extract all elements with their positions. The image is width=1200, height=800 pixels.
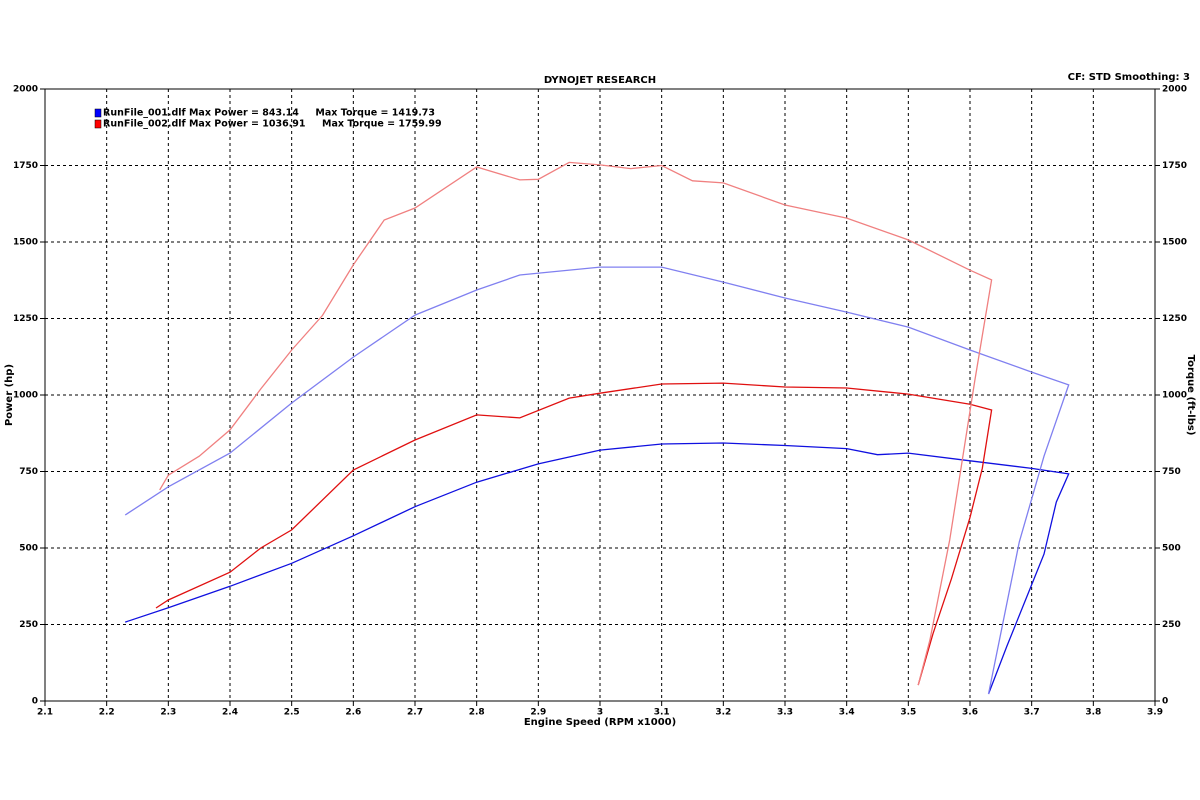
x-tick-label: 3.5	[900, 708, 916, 718]
y2-tick-label: 0	[1162, 697, 1168, 707]
legend-swatch	[94, 119, 102, 129]
x-tick-label: 3	[597, 708, 603, 718]
y-tick-label: 750	[19, 467, 38, 477]
x-tick-label: 3.2	[715, 708, 731, 718]
y2-tick-label: 1250	[1162, 314, 1187, 324]
x-tick-label: 3.1	[654, 708, 670, 718]
legend-text: RunFile_002.dlf Max Power = 1036.91 Max …	[103, 119, 442, 130]
settings-text: CF: STD Smoothing: 3	[1068, 72, 1190, 83]
x-tick-label: 3.8	[1085, 708, 1101, 718]
x-tick-label: 2.5	[284, 708, 300, 718]
y-tick-label: 1250	[13, 314, 38, 324]
y-tick-label: 2000	[13, 85, 38, 95]
x-tick-label: 2.7	[407, 708, 423, 718]
x-tick-label: 2.3	[160, 708, 176, 718]
plot-frame	[44, 88, 1156, 702]
y-tick-label: 1000	[13, 391, 38, 401]
y-tick-label: 1750	[13, 161, 38, 171]
y-axis-label: Power (hp)	[4, 364, 15, 426]
x-tick-label: 3.6	[962, 708, 978, 718]
y-tick-label: 250	[19, 620, 38, 630]
x-axis-label: Engine Speed (RPM x1000)	[524, 717, 676, 728]
y2-axis-label: Torque (ft-lbs)	[1185, 355, 1196, 436]
y-tick-label: 500	[19, 544, 38, 554]
y2-tick-label: 1000	[1162, 391, 1187, 401]
legend-text: RunFile_001.dlf Max Power = 843.14 Max T…	[103, 108, 435, 119]
x-tick-label: 3.4	[839, 708, 855, 718]
y2-tick-label: 500	[1162, 544, 1181, 554]
y2-tick-label: 250	[1162, 620, 1181, 630]
x-tick-label: 2.4	[222, 708, 238, 718]
y-tick-label: 0	[32, 697, 38, 707]
legend-swatch	[94, 108, 102, 118]
y2-tick-label: 750	[1162, 467, 1181, 477]
y2-tick-label: 1750	[1162, 161, 1187, 171]
x-tick-label: 2.2	[99, 708, 115, 718]
x-tick-label: 3.7	[1024, 708, 1040, 718]
x-tick-label: 2.9	[530, 708, 546, 718]
series-line	[124, 442, 1070, 695]
x-tick-label: 3.3	[777, 708, 793, 718]
y2-tick-label: 2000	[1162, 85, 1187, 95]
series-line	[155, 382, 993, 686]
series-line	[124, 266, 1070, 695]
y-tick-label: 1500	[13, 238, 38, 248]
chart-title: DYNOJET RESEARCH	[544, 75, 656, 86]
x-tick-label: 2.6	[345, 708, 361, 718]
series-line	[159, 161, 993, 686]
x-tick-label: 2.8	[469, 708, 485, 718]
x-tick-label: 3.9	[1147, 708, 1163, 718]
y2-tick-label: 1500	[1162, 238, 1187, 248]
x-tick-label: 2.1	[37, 708, 53, 718]
